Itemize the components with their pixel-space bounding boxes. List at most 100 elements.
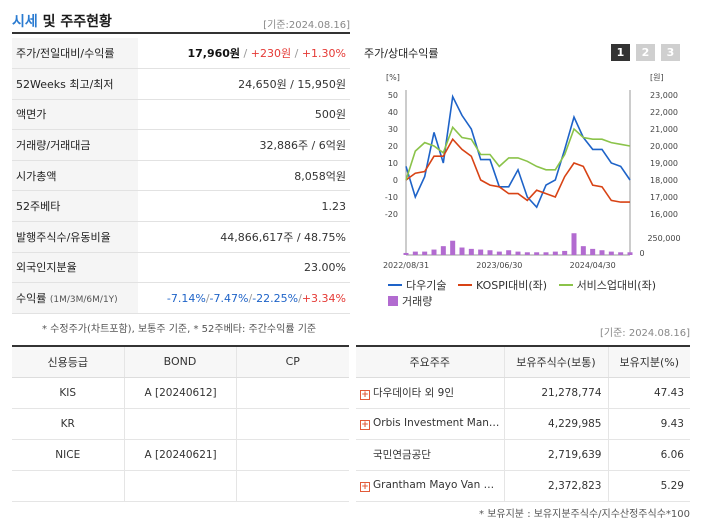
price-note: * 수정주가(차트포함), 보통주 기준, * 52주베타: 주간수익률 기준 <box>42 324 317 335</box>
volume-tick-label: 250,000 <box>647 234 680 243</box>
volume-bar <box>543 252 549 255</box>
left-tick-label: 0 <box>393 176 398 185</box>
right-tick-label: 17,000 <box>650 193 678 202</box>
info-row: 발행주식수/유동비율 44,866,617주 / 48.75% <box>12 221 350 253</box>
holder-name[interactable]: + 다우데이타 외 9인 <box>356 377 504 409</box>
info-row: 주가/전일대비/수익률 17,960원 / +230원 / +1.30% <box>12 38 350 70</box>
volume-bar <box>478 249 484 255</box>
column-header: BOND <box>123 346 236 378</box>
holder-shares: 21,278,774 <box>503 377 608 409</box>
expand-plus-icon[interactable]: + <box>360 390 370 400</box>
right-tick-label: 18,000 <box>650 176 678 185</box>
volume-bar <box>534 252 540 255</box>
base-date: [기준:2024.08.16] <box>263 20 350 31</box>
expand-plus-icon[interactable]: + <box>360 482 370 492</box>
holder-name: 국민연금공단 <box>356 439 504 471</box>
table-row: KR <box>12 408 349 440</box>
major-holders-table: 주요주주 보유주식수(보통) 보유지분(%) + 다우데이타 외 9인 21,27… <box>356 345 690 502</box>
right-axis-unit: [원] <box>650 73 664 82</box>
chart-button-1[interactable]: 1 <box>611 44 630 61</box>
info-label: 주가/전일대비/수익률 <box>12 38 138 70</box>
bond-rating: A [20240612] <box>123 377 236 409</box>
legend-item: 다우기술 <box>388 277 446 293</box>
left-tick-label: 30 <box>388 125 398 134</box>
right-tick-label: 22,000 <box>650 108 678 117</box>
bond-rating <box>123 470 236 502</box>
volume-bar <box>440 246 446 255</box>
info-label: 액면가 <box>12 99 138 131</box>
returns-value: -7.14%/-7.47%/-22.25%/+3.34% <box>138 282 350 314</box>
holder-pct: 5.29 <box>607 470 690 502</box>
info-value: 500원 <box>138 99 350 131</box>
chart-panel: 주가/상대수익률 1 2 3 [%] [원] 50 40 30 20 10 0 -10 -20 23… <box>356 38 690 316</box>
series-line <box>405 125 631 181</box>
table-header-row: 신용등급 BOND CP <box>12 346 349 378</box>
volume-bar <box>608 251 614 255</box>
volume-bar <box>506 250 512 255</box>
rating-agency: KR <box>12 408 124 440</box>
volume-bar <box>562 250 568 255</box>
series-line <box>405 137 630 203</box>
chart-legend: 다우기술 KOSPI대비(좌) 서비스업대비(좌) 거래량 <box>388 276 688 309</box>
volume-bar <box>496 251 502 255</box>
volume-bar <box>412 251 418 255</box>
legend-item: 거래량 <box>388 293 432 309</box>
volume-tick-label: 0 <box>639 249 644 258</box>
holder-pct: 9.43 <box>607 408 690 440</box>
volume-bar <box>450 240 456 255</box>
info-row: 52주베타 1.23 <box>12 190 350 223</box>
chart-period-buttons: 1 2 3 <box>611 44 680 61</box>
cp-rating <box>235 439 349 471</box>
volume-bar <box>580 246 586 255</box>
volume-bar <box>599 250 605 255</box>
info-value: 1.23 <box>138 190 350 223</box>
column-header: 보유지분(%) <box>607 346 690 378</box>
column-header: 보유주식수(보통) <box>503 346 608 378</box>
volume-bar <box>590 248 596 255</box>
stock-chart: [%] [원] 50 40 30 20 10 0 -10 -20 23,000 22,000 21,00… <box>383 73 681 270</box>
left-tick-label: 10 <box>388 159 398 168</box>
chart-button-2[interactable]: 2 <box>636 44 655 61</box>
info-label: 발행주식수/유동비율 <box>12 221 138 253</box>
cp-rating <box>235 470 349 502</box>
holder-shares: 4,229,985 <box>503 408 608 440</box>
table-row: + 다우데이타 외 9인 21,278,774 47.43 <box>356 377 690 409</box>
table-row: 국민연금공단 2,719,639 6.06 <box>356 439 690 471</box>
section-header: 시세 및 주주현황 [기준:2024.08.16] <box>12 8 350 34</box>
table-row: + Grantham Mayo Van … 2,372,823 5.29 <box>356 470 690 502</box>
chart-button-3[interactable]: 3 <box>661 44 680 61</box>
table-row: + Orbis Investment Man… 4,229,985 9.43 <box>356 408 690 440</box>
info-row: 거래량/거래대금 32,886주 / 6억원 <box>12 129 350 161</box>
holder-name[interactable]: + Grantham Mayo Van … <box>356 470 504 502</box>
volume-bar <box>422 251 428 255</box>
section-title: 시세 및 주주현황 <box>12 14 112 30</box>
left-tick-label: 20 <box>388 142 398 151</box>
volume-bar <box>403 252 409 255</box>
left-tick-label: 50 <box>388 91 398 100</box>
info-row: 52Weeks 최고/최저 24,650원 / 15,950원 <box>12 68 350 100</box>
x-tick-label: 2024/04/30 <box>570 261 616 270</box>
legend-item: 서비스업대비(좌) <box>558 277 656 293</box>
holder-pct: 6.06 <box>607 439 690 471</box>
rating-agency: NICE <box>12 439 124 471</box>
table-header-row: 주요주주 보유주식수(보통) 보유지분(%) <box>356 346 690 378</box>
info-label: 52주베타 <box>12 190 138 223</box>
legend-item: KOSPI대비(좌) <box>457 277 547 293</box>
volume-bar <box>459 247 465 255</box>
holder-pct: 47.43 <box>607 377 690 409</box>
table-row: KIS A [20240612] <box>12 377 349 409</box>
info-label: 시가총액 <box>12 160 138 192</box>
right-tick-label: 23,000 <box>650 91 678 100</box>
holder-name[interactable]: + Orbis Investment Man… <box>356 408 504 440</box>
holder-shares: 2,372,823 <box>503 470 608 502</box>
credit-rating-table: 신용등급 BOND CP KIS A [20240612] KR NICE A … <box>12 345 349 502</box>
info-row: 액면가 500원 <box>12 99 350 131</box>
info-label: 외국인지분율 <box>12 252 138 284</box>
holder-shares: 2,719,639 <box>503 439 608 471</box>
rating-agency: KIS <box>12 377 124 409</box>
volume-bar <box>618 252 624 255</box>
price-info-table: 주가/전일대비/수익률 17,960원 / +230원 / +1.30% 52W… <box>12 38 350 314</box>
table-row: NICE A [20240621] <box>12 439 349 471</box>
volume-bar <box>571 233 577 255</box>
expand-plus-icon[interactable]: + <box>360 420 370 430</box>
